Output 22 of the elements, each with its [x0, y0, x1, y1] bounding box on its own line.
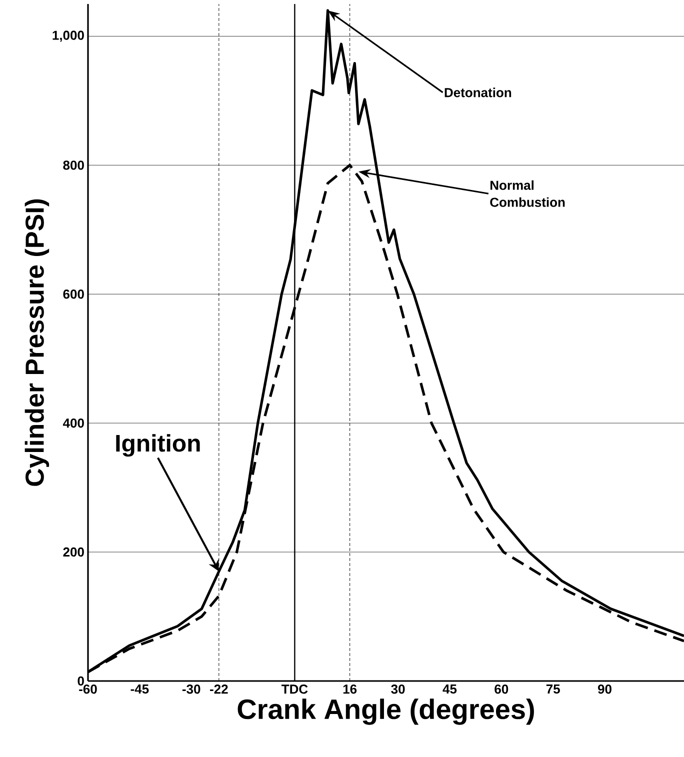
x-tick-label: 45	[442, 684, 457, 694]
y-tick-label: 400	[62, 418, 84, 428]
x-axis-title: Crank Angle (degrees)	[238, 698, 534, 725]
y-tick-label: 0	[78, 676, 84, 686]
x-tick-label: TDC	[281, 684, 308, 694]
annotation: Ignition	[116, 434, 200, 457]
x-tick-label: -30	[182, 684, 200, 694]
x-tick-label: -22	[210, 684, 228, 694]
x-tick-label: -60	[79, 684, 97, 694]
x-tick-label: 16	[343, 684, 357, 694]
x-tick-label: 90	[598, 684, 612, 694]
x-tick-label: 75	[546, 684, 560, 694]
y-tick-label: 600	[63, 290, 84, 299]
y-tick-label: 800	[63, 160, 84, 170]
x-tick-label: -45	[130, 684, 149, 694]
x-tick-label: 30	[391, 684, 405, 694]
x-tick-label: 60	[494, 684, 508, 694]
annotation: Detonation	[444, 88, 512, 98]
y-tick-label: 200	[63, 547, 84, 557]
y-axis-title: Cylinder Pressure (PSI)	[24, 199, 50, 486]
annotation: Normal Combustion	[490, 180, 565, 207]
y-tick-label: 1,000	[52, 30, 84, 42]
